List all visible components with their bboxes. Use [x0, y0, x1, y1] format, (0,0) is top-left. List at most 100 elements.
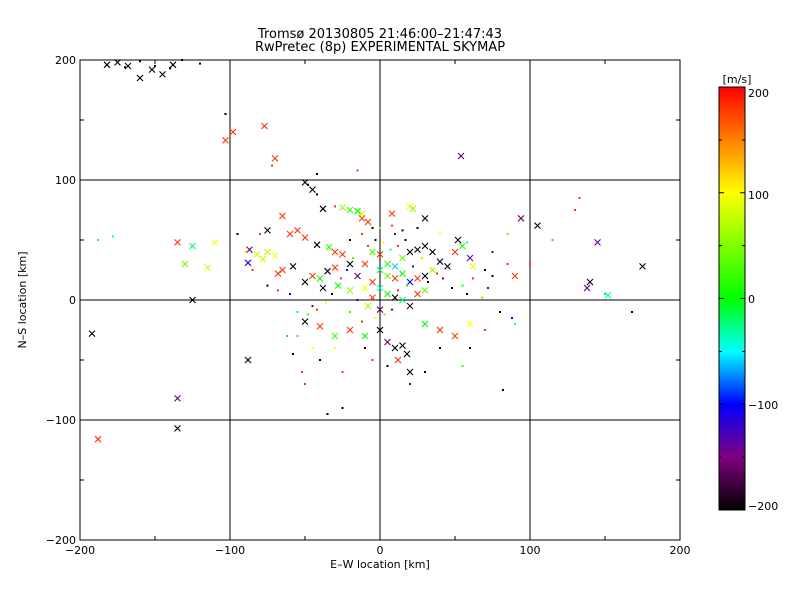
- data-point-x: [376, 284, 384, 292]
- data-point-x: [459, 242, 466, 250]
- data-point-dot: [436, 272, 438, 275]
- data-point-x: [444, 263, 451, 270]
- data-point-dot: [484, 329, 486, 331]
- data-point-x: [358, 215, 366, 222]
- data-point-x: [244, 259, 252, 267]
- data-point-x: [103, 61, 111, 69]
- data-point-x: [376, 306, 384, 313]
- data-point-x: [414, 290, 421, 298]
- data-point-dot: [296, 335, 299, 337]
- data-point-dot: [442, 277, 444, 280]
- data-point-x: [399, 270, 406, 277]
- data-point-x: [376, 326, 384, 334]
- data-point-x: [391, 294, 399, 301]
- data-point-dot: [311, 305, 314, 307]
- data-point-x: [399, 254, 406, 262]
- data-point-dot: [574, 209, 576, 211]
- data-point-x: [391, 263, 399, 270]
- data-point-x: [301, 278, 309, 286]
- data-point-dot: [379, 227, 381, 229]
- y-tick-labels: −200 −100 0 100 200: [46, 54, 76, 547]
- data-point-x: [259, 255, 267, 263]
- data-point-dot: [326, 413, 329, 415]
- data-point-dot: [259, 233, 261, 235]
- data-point-x: [421, 272, 429, 280]
- data-point-x: [264, 248, 271, 256]
- data-point-dot: [304, 383, 306, 385]
- y-tick-label: 100: [55, 174, 76, 187]
- data-point-x: [289, 263, 297, 270]
- data-point-x: [429, 266, 436, 274]
- data-point-dot: [349, 239, 351, 241]
- chart-subtitle: RwPretec (8p) EXPERIMENTAL SKYMAP: [255, 40, 505, 55]
- data-point-x: [639, 263, 646, 270]
- x-tick-label: −100: [215, 544, 245, 557]
- data-point-x: [279, 212, 286, 220]
- data-point-dot: [451, 287, 453, 289]
- data-point-dot: [199, 62, 201, 65]
- data-point-dot: [383, 313, 386, 316]
- data-point-x: [391, 275, 399, 282]
- data-point-x: [429, 248, 436, 256]
- data-point-x: [391, 344, 399, 352]
- data-point-x: [319, 205, 327, 213]
- data-point-x: [313, 241, 321, 249]
- data-point-x: [88, 330, 96, 337]
- data-point-dot: [401, 229, 404, 232]
- data-point-dot: [427, 281, 429, 283]
- data-point-dot: [421, 257, 423, 259]
- data-point-x: [204, 264, 211, 271]
- data-point-x: [457, 152, 465, 160]
- data-point-x: [301, 318, 309, 325]
- data-point-x: [324, 267, 331, 275]
- data-point-x: [364, 218, 372, 226]
- data-point-x: [229, 128, 237, 136]
- data-point-dot: [349, 311, 351, 313]
- data-point-x: [346, 326, 354, 334]
- x-tick-label: 200: [670, 544, 691, 557]
- data-point-x: [406, 302, 414, 310]
- data-point-dot: [277, 289, 279, 292]
- data-point-x: [286, 230, 294, 238]
- grid: [80, 60, 680, 540]
- data-point-x: [294, 227, 301, 234]
- data-point-dot: [631, 311, 633, 313]
- data-point-dot: [514, 323, 516, 325]
- data-point-x: [409, 205, 417, 213]
- data-point-dot: [461, 365, 464, 367]
- colorbar-ticks: [719, 86, 745, 511]
- data-point-dot: [244, 251, 246, 253]
- data-point-dot: [251, 269, 254, 271]
- data-point-x: [274, 270, 282, 277]
- data-point-x: [346, 287, 354, 294]
- data-point-x: [261, 122, 268, 130]
- data-point-x: [136, 74, 144, 82]
- data-point-dot: [307, 313, 309, 316]
- data-point-x: [466, 320, 474, 328]
- data-point-dot: [236, 233, 239, 235]
- data-point-x: [354, 207, 361, 215]
- data-point-dot: [404, 239, 407, 241]
- data-point-x: [189, 242, 196, 250]
- axis-ticks: [79, 59, 681, 541]
- data-point-x: [211, 239, 219, 246]
- data-point-x: [361, 332, 369, 340]
- data-point-dot: [578, 197, 581, 199]
- data-point-x: [264, 227, 271, 234]
- data-point-x: [586, 278, 594, 286]
- data-point-x: [174, 239, 181, 246]
- data-point-dot: [499, 311, 501, 313]
- data-point-x: [148, 66, 156, 73]
- data-point-dot: [439, 233, 441, 235]
- data-point-x: [384, 260, 391, 268]
- data-point-dot: [154, 65, 156, 67]
- data-point-dot: [409, 383, 411, 385]
- data-point-dot: [224, 113, 227, 115]
- data-point-dot: [316, 193, 318, 196]
- data-point-x: [346, 206, 354, 214]
- data-point-x: [376, 251, 384, 258]
- colorbar-label: [m/s]: [723, 73, 752, 86]
- data-point-dot: [296, 311, 299, 313]
- data-point-x: [469, 263, 477, 270]
- data-point-dot: [271, 164, 273, 167]
